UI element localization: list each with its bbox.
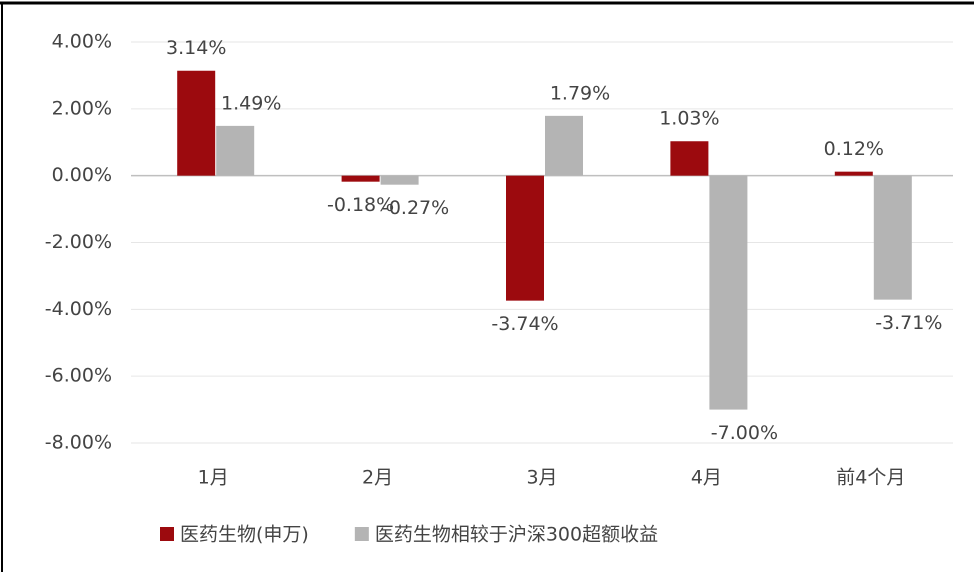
x-tick-label: 2月 <box>362 467 393 489</box>
legend-label: 医药生物相较于沪深300超额收益 <box>375 524 658 546</box>
data-label: 1.79% <box>550 82 610 104</box>
y-tick-label: 2.00% <box>52 97 112 119</box>
data-label: 1.49% <box>221 92 281 114</box>
data-label: 0.12% <box>824 138 884 160</box>
bar <box>341 175 380 182</box>
bar <box>873 175 912 300</box>
x-tick-label: 前4个月 <box>836 467 905 489</box>
y-tick-label: -4.00% <box>45 298 112 320</box>
y-tick-label: 0.00% <box>52 164 112 186</box>
x-tick-label: 1月 <box>198 467 229 489</box>
bar <box>545 115 583 176</box>
bar <box>506 175 544 301</box>
y-tick-label: -8.00% <box>45 432 112 454</box>
bar <box>834 171 873 176</box>
data-label: 1.03% <box>659 108 719 130</box>
x-tick-label: 3月 <box>526 467 557 489</box>
y-tick-label: -2.00% <box>45 231 112 253</box>
data-label: -0.27% <box>382 197 449 219</box>
legend-swatch <box>354 527 369 541</box>
bar <box>177 70 216 176</box>
data-label: -3.74% <box>491 313 558 335</box>
data-label: 3.14% <box>166 37 226 59</box>
bar <box>380 175 419 185</box>
legend-swatch <box>160 527 174 541</box>
legend-label: 医药生物(申万) <box>180 524 309 546</box>
bar <box>670 141 709 176</box>
y-tick-label: -6.00% <box>45 365 112 387</box>
data-label: -3.71% <box>875 312 942 334</box>
bar <box>216 125 255 176</box>
y-tick-label: 4.00% <box>52 31 112 53</box>
bar <box>709 175 748 410</box>
data-label: -0.18% <box>327 194 394 216</box>
data-label: -7.00% <box>711 422 778 444</box>
x-tick-label: 4月 <box>691 467 722 489</box>
